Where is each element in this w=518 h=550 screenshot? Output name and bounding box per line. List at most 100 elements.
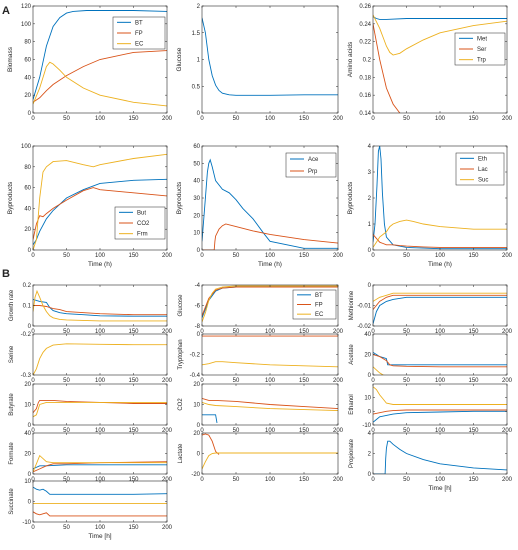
- y-tick-label: 120: [21, 4, 32, 10]
- y-axis-label: CO2: [178, 398, 184, 411]
- y-tick-label: 20: [364, 353, 371, 359]
- y-axis-label: Byproducts: [347, 181, 354, 214]
- series-line-1: [202, 17, 338, 96]
- legend-entry: EC: [315, 312, 324, 318]
- y-tick-label: 10: [364, 396, 371, 402]
- axes-box: [32, 333, 168, 376]
- y-tick-label: -20: [191, 472, 200, 478]
- x-tick-label: 200: [502, 378, 513, 384]
- legend-entry: FP: [135, 31, 143, 37]
- x-tick-label: 150: [299, 253, 310, 259]
- series-line-1: [202, 414, 218, 423]
- legend: Ace Prp: [285, 152, 337, 178]
- x-tick-label: 150: [128, 116, 139, 122]
- series-line-ace: [202, 158, 338, 249]
- x-tick-label: 0: [371, 477, 375, 483]
- series-line-1: [373, 296, 507, 325]
- y-tick-label: 20: [24, 382, 31, 388]
- x-tick-label: 150: [468, 477, 479, 483]
- series-line-prp: [202, 223, 338, 250]
- y-tick-label: -0.01: [357, 304, 371, 310]
- x-tick-label: 0: [31, 525, 35, 531]
- y-tick-label: -6: [195, 304, 201, 310]
- x-tick-label: 100: [265, 329, 276, 335]
- series-line-trp: [373, 14, 507, 56]
- panel-b-label: B: [2, 268, 10, 280]
- y-axis-label: Glucose: [176, 47, 183, 71]
- x-tick-label: 50: [63, 378, 70, 384]
- y-tick-label: 0: [197, 423, 201, 429]
- series-line-1: [33, 486, 167, 495]
- subplot-B5: 0 50 100 150 200 -0.4 -0.2 0 Tryptophan: [178, 332, 344, 384]
- y-tick-label: -0.4: [190, 373, 201, 379]
- x-tick-label: 200: [162, 428, 173, 434]
- x-tick-label: 50: [233, 428, 240, 434]
- subplot-B2: 0 50 100 150 200 -8 -6 -4 Glucose BT FP EC: [178, 283, 344, 335]
- series-line-1: [373, 440, 507, 474]
- subplot-B12: 0 50 100 150 200 0 2 4 Propionate Time [h]: [349, 431, 513, 492]
- x-tick-label: 50: [63, 525, 70, 531]
- panel-a-label: A: [2, 5, 10, 17]
- y-tick-label: 60: [193, 144, 200, 150]
- x-tick-label: 150: [299, 116, 310, 122]
- legend-entry: Eth: [478, 156, 487, 162]
- y-axis-label: Propionate: [349, 438, 355, 468]
- x-tick-label: 150: [128, 378, 139, 384]
- y-tick-label: 40: [24, 431, 31, 437]
- x-tick-label: 150: [299, 329, 310, 335]
- x-tick-label: 150: [299, 378, 310, 384]
- x-tick-label: 50: [63, 428, 70, 434]
- x-tick-label: 200: [502, 428, 513, 434]
- y-tick-label: 0: [28, 248, 32, 254]
- y-axis-label: Acetate: [349, 344, 355, 365]
- y-axis-label: Succinate: [9, 488, 15, 515]
- x-tick-label: 150: [128, 477, 139, 483]
- x-tick-label: 0: [200, 116, 204, 122]
- x-tick-label: 0: [31, 253, 35, 259]
- x-tick-label: 200: [162, 525, 173, 531]
- legend-entry: Met: [477, 36, 487, 42]
- series-line-1: [202, 433, 220, 455]
- x-axis-label: Time [h]: [428, 485, 451, 492]
- y-axis-label: Lactate: [178, 443, 184, 463]
- y-tick-label: 10: [193, 403, 200, 409]
- y-axis-label: Tryptophan: [178, 339, 184, 369]
- series-line-ser: [373, 23, 401, 113]
- series-line-3: [33, 289, 167, 322]
- y-tick-label: 80: [24, 165, 31, 171]
- x-tick-label: 200: [333, 253, 344, 259]
- y-tick-label: 0.2: [23, 283, 32, 289]
- series-line-3: [373, 366, 385, 375]
- x-tick-label: 0: [371, 378, 375, 384]
- legend: Eth Lac Suc: [455, 152, 505, 186]
- y-tick-label: 0.2: [363, 58, 372, 64]
- series-line-3: [202, 401, 338, 412]
- y-tick-label: 30: [193, 196, 200, 202]
- x-tick-label: 100: [265, 378, 276, 384]
- legend-entry: Ser: [477, 47, 486, 53]
- y-axis-label: Byproducts: [176, 181, 183, 214]
- series-line-2: [33, 401, 167, 418]
- legend: Met Ser Trp: [454, 32, 506, 66]
- series-line-2: [33, 511, 167, 517]
- x-tick-label: 50: [63, 116, 70, 122]
- y-tick-label: 0: [28, 423, 32, 429]
- legend-entry: Ace: [308, 157, 319, 163]
- y-tick-label: -10: [362, 423, 371, 429]
- y-tick-label: 1.5: [192, 31, 201, 37]
- y-tick-label: 20: [193, 382, 200, 388]
- y-tick-label: 0.5: [192, 84, 201, 90]
- y-tick-label: -0.2: [21, 332, 32, 338]
- legend-entry: Prp: [308, 169, 318, 175]
- y-tick-label: -4: [195, 283, 201, 289]
- x-tick-label: 100: [95, 477, 106, 483]
- y-tick-label: 4: [368, 144, 372, 150]
- legend-box: [285, 152, 337, 178]
- subplot-B7: 0 50 100 150 200 0 10 20 Butyrate: [9, 382, 173, 434]
- x-tick-label: 150: [128, 253, 139, 259]
- series-line-eth: [373, 146, 507, 250]
- x-tick-label: 50: [403, 116, 410, 122]
- x-tick-label: 150: [468, 428, 479, 434]
